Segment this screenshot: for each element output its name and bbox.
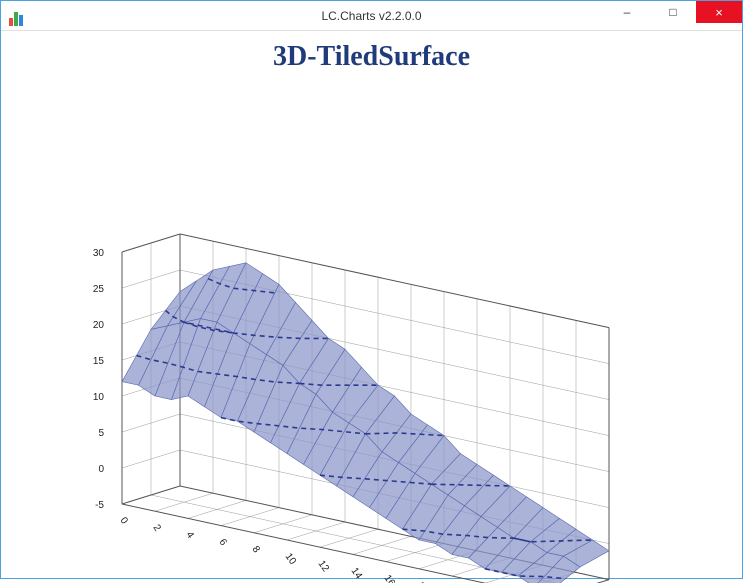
svg-text:30: 30 bbox=[92, 248, 104, 259]
minimize-button[interactable]: – bbox=[604, 1, 650, 23]
svg-text:4: 4 bbox=[183, 530, 195, 541]
svg-text:14: 14 bbox=[348, 566, 364, 582]
titlebar[interactable]: LC.Charts v2.2.0.0 – □ × bbox=[1, 1, 742, 31]
svg-text:12: 12 bbox=[315, 559, 331, 575]
svg-text:6: 6 bbox=[216, 537, 228, 548]
svg-text:20: 20 bbox=[92, 320, 104, 331]
app-window: LC.Charts v2.2.0.0 – □ × 3D-TiledSurface… bbox=[0, 0, 743, 579]
svg-text:-5: -5 bbox=[95, 500, 104, 511]
chart-title: 3D-TiledSurface bbox=[5, 41, 738, 73]
svg-text:16: 16 bbox=[381, 573, 397, 583]
svg-text:25: 25 bbox=[92, 284, 104, 295]
app-icon bbox=[9, 6, 29, 26]
content-area: 3D-TiledSurface -50510152025300246810121… bbox=[1, 31, 742, 578]
close-button[interactable]: × bbox=[696, 1, 742, 23]
svg-text:2: 2 bbox=[150, 523, 162, 534]
svg-text:0: 0 bbox=[98, 464, 104, 475]
svg-text:0: 0 bbox=[117, 515, 129, 526]
surface-chart: -505101520253002468101214161820222426123 bbox=[22, 73, 722, 583]
maximize-button[interactable]: □ bbox=[650, 1, 696, 23]
svg-text:10: 10 bbox=[92, 392, 104, 403]
svg-text:10: 10 bbox=[282, 551, 298, 567]
window-controls: – □ × bbox=[604, 1, 742, 23]
svg-text:5: 5 bbox=[98, 428, 104, 439]
svg-text:8: 8 bbox=[249, 544, 261, 555]
svg-text:15: 15 bbox=[92, 356, 104, 367]
window-title: LC.Charts v2.2.0.0 bbox=[321, 9, 421, 23]
